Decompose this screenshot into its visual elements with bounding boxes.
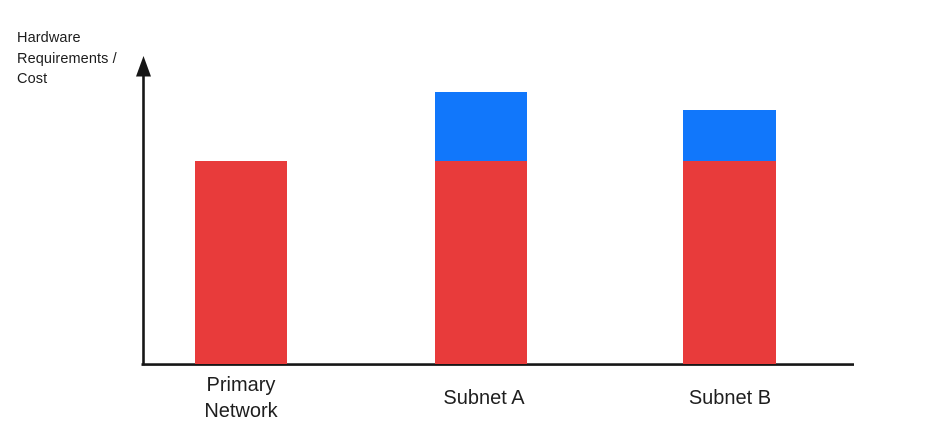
x-label-subnet-b: Subnet B [688,387,772,409]
bar-segment-blue [683,110,776,161]
bar-segment-red [435,161,527,364]
bar-segment-red [195,161,287,364]
bar-segment-red [683,161,776,364]
bar-subnet-b [683,110,776,364]
bar-subnet-a [435,92,527,364]
bar-segment-blue [435,92,527,161]
x-label-subnet-a: Subnet A [443,387,525,409]
bar-primary-network [195,161,287,364]
y-axis-label: Hardware Requirements / Cost [17,30,117,88]
y-axis-arrowhead [136,56,151,77]
x-label-primary-network: Primary Network [204,374,278,422]
